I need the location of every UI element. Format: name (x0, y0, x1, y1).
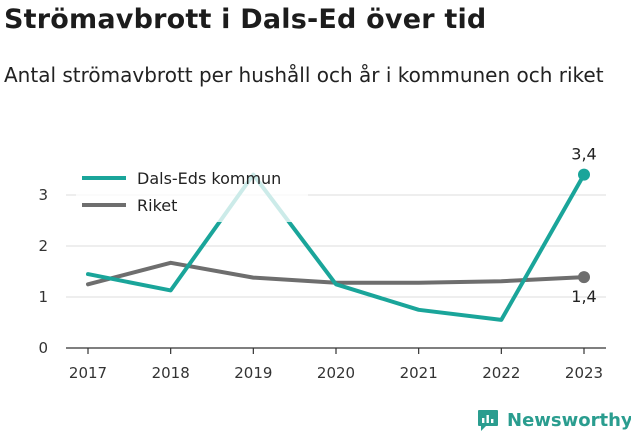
x-tick-label: 2021 (400, 364, 438, 382)
y-tick-label: 0 (38, 339, 48, 357)
end-point-marker (578, 271, 590, 283)
y-tick-label: 3 (38, 186, 48, 204)
newsworthy-icon (476, 408, 500, 432)
x-axis: 2017 2018 2019 2020 2021 2022 2023 (66, 348, 606, 382)
x-tick-label: 2018 (152, 364, 190, 382)
legend-label: Riket (137, 196, 177, 215)
line-chart: 0 1 2 3 2017 2018 2019 2020 2021 2022 2023 Dals-E… (0, 0, 631, 439)
x-tick-label: 2017 (69, 364, 107, 382)
legend-label: Dals-Eds kommun (137, 169, 281, 188)
x-tick-label: 2020 (317, 364, 355, 382)
end-markers: 3,4 1,4 (571, 145, 596, 307)
y-tick-label: 2 (38, 237, 48, 255)
x-tick-label: 2022 (482, 364, 520, 382)
end-value-label: 3,4 (571, 145, 596, 164)
y-tick-label: 1 (38, 288, 48, 306)
end-value-label: 1,4 (571, 287, 596, 306)
brand-name: Newsworthy (507, 410, 631, 431)
end-point-marker (578, 169, 590, 181)
y-axis: 0 1 2 3 (38, 186, 48, 357)
newsworthy-logo: Newsworthy (476, 408, 631, 432)
legend: Dals-Eds kommun Riket (76, 160, 308, 222)
x-tick-label: 2019 (234, 364, 272, 382)
x-tick-label: 2023 (565, 364, 603, 382)
